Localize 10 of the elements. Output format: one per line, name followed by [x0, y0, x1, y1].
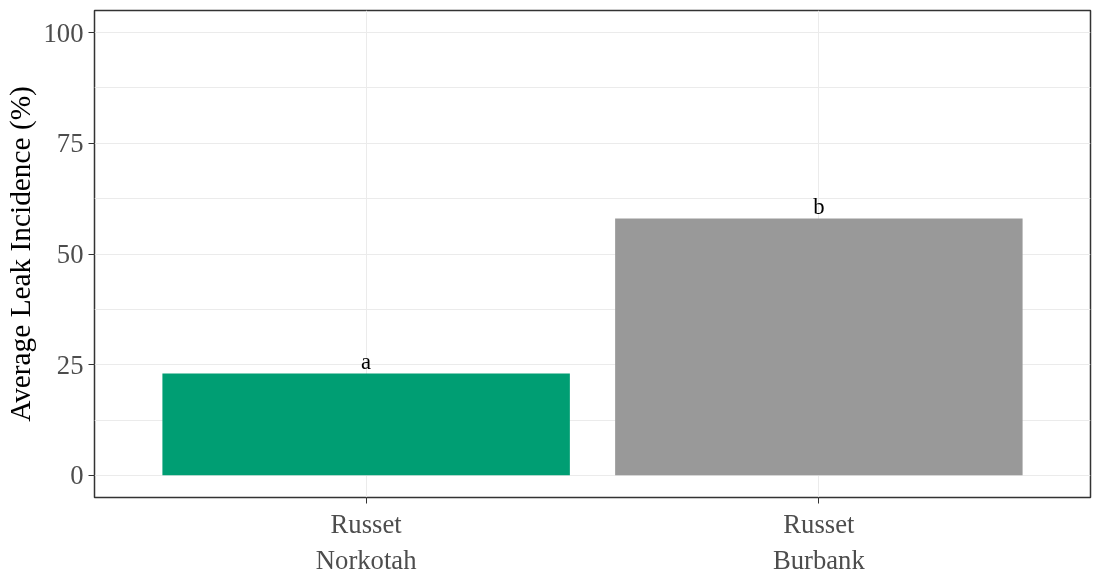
y-tick-label: 25 [56, 349, 84, 380]
annotation: a [361, 348, 372, 374]
x-tick-label: Russet Norkotah [315, 508, 417, 575]
y-tick-label: 0 [70, 460, 84, 491]
y-tick-label: 50 [56, 239, 84, 269]
y-tick-label: 75 [56, 128, 84, 159]
y-axis-title: Average Leak Incidence (%) [3, 86, 37, 422]
x-tick-label: Russet Burbank [772, 508, 866, 575]
y-tick-label: 100 [43, 17, 84, 48]
annotation: b [813, 193, 825, 219]
